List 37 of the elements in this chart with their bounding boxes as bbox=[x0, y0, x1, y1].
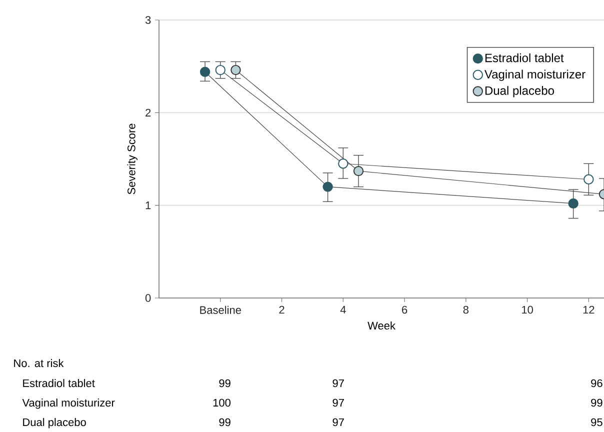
legend-label: Vaginal moisturizer bbox=[484, 70, 586, 81]
y-tick-label: 3 bbox=[145, 16, 151, 24]
legend-label: Dual placebo bbox=[485, 86, 554, 98]
point bbox=[200, 66, 210, 77]
y-axis-title: Severity Score bbox=[127, 124, 138, 194]
text: Dual placebo bbox=[23, 418, 86, 428]
text: Vaginal moisturizer bbox=[22, 398, 115, 409]
text: 97 bbox=[332, 418, 344, 426]
point bbox=[353, 166, 364, 176]
x-tick-label: 12 bbox=[583, 306, 594, 314]
point bbox=[338, 158, 348, 169]
point bbox=[322, 182, 333, 192]
point bbox=[230, 64, 241, 76]
point bbox=[215, 64, 226, 76]
y-tick-label: 2 bbox=[146, 108, 151, 117]
text: 100 bbox=[213, 398, 230, 407]
point bbox=[568, 198, 578, 209]
text: No. at risk bbox=[14, 359, 64, 368]
point bbox=[584, 174, 594, 184]
x-tick-label: 6 bbox=[402, 306, 408, 314]
text: Estradiol tablet bbox=[23, 379, 95, 388]
text: 95 bbox=[591, 418, 602, 426]
text: 96 bbox=[591, 379, 602, 388]
text: 99 bbox=[219, 379, 230, 388]
legend-label: Estradiol tablet bbox=[485, 53, 564, 62]
x-tick-label: 4 bbox=[340, 306, 346, 314]
text: 97 bbox=[332, 398, 344, 407]
y-tick-label: 1 bbox=[146, 202, 151, 210]
text: 97 bbox=[332, 379, 344, 388]
x-tick-label: Baseline bbox=[200, 306, 241, 314]
y-tick-label: 0 bbox=[145, 294, 151, 302]
text: 99 bbox=[219, 418, 230, 426]
x-tick-label: 10 bbox=[522, 306, 533, 314]
text: 99 bbox=[591, 398, 602, 407]
x-tick-label: 8 bbox=[463, 306, 468, 314]
x-axis-title: Week bbox=[368, 321, 396, 330]
x-tick-label: 2 bbox=[279, 306, 284, 314]
